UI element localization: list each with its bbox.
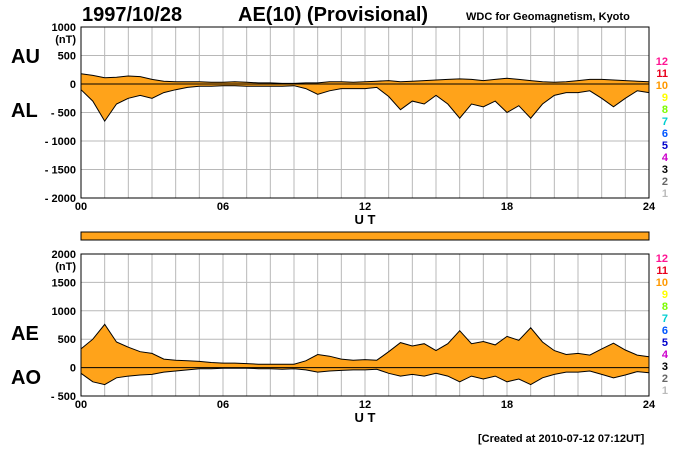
- date-title: 1997/10/28: [82, 4, 183, 26]
- panel1-ytick-label: 1000: [52, 22, 76, 34]
- panel1-station-label: 12: [656, 56, 668, 68]
- panel1-xtick-label: 18: [501, 201, 513, 213]
- panel2-xtick-label: 18: [501, 399, 513, 411]
- panel1-ytick-label: 0: [70, 79, 76, 91]
- panel1-ylabel: (nT): [55, 34, 76, 46]
- panel1-station-label: 4: [662, 152, 669, 164]
- panel1-station-label: 11: [656, 68, 668, 80]
- panel2-xtick-label: 12: [359, 399, 371, 411]
- chart-title: AE(10) (Provisional): [238, 4, 429, 26]
- panel1-station-label: 7: [662, 116, 668, 128]
- panel2-station-label: 7: [662, 313, 668, 325]
- panel1-ytick-label: 500: [58, 51, 76, 63]
- panel1-station-label: 8: [662, 104, 668, 116]
- panel1-xlabel: U T: [355, 212, 376, 227]
- panel2-ytick-label: 1500: [52, 277, 76, 289]
- panel2-station-label: 6: [662, 325, 668, 337]
- panel2-station-label: 9: [662, 289, 668, 301]
- panel2-area-fill: [81, 324, 649, 385]
- panel2-station-label: 11: [656, 265, 668, 277]
- panel2-xlabel: U T: [355, 410, 376, 425]
- panel1-series-label-lower: AL: [11, 100, 38, 122]
- panel1-station-label: 2: [662, 176, 668, 188]
- panel2-series-ao-line: [80, 367, 650, 386]
- panel1-ytick-label: - 2000: [45, 193, 76, 205]
- panel2-series-label-upper: AE: [11, 323, 39, 345]
- panel1-ytick-label: - 1000: [45, 136, 76, 148]
- panel1-xtick-label: 24: [643, 201, 656, 213]
- created-timestamp: [Created at 2010-07-12 07:12UT]: [478, 433, 645, 445]
- panel2-xtick-label: 00: [75, 399, 87, 411]
- panel2-station-label: 5: [662, 337, 668, 349]
- panel2-ytick-label: 2000: [52, 249, 76, 261]
- panel1-station-label: 10: [656, 80, 668, 92]
- panel2-station-label: 1: [662, 385, 668, 397]
- panel2-station-label: 8: [662, 301, 668, 313]
- panel2-station-label: 2: [662, 373, 668, 385]
- panel1-station-label: 3: [662, 164, 668, 176]
- panel1-station-label: 5: [662, 140, 668, 152]
- panel1-series-al-line: [80, 85, 650, 123]
- source-label: WDC for Geomagnetism, Kyoto: [466, 11, 630, 23]
- panel2-series-ae-line: [80, 323, 650, 365]
- panel2-xtick-label: 24: [643, 399, 656, 411]
- panel1-xtick-label: 06: [217, 201, 229, 213]
- panel2-ytick-label: 500: [58, 334, 76, 346]
- panel2-ytick-label: 0: [70, 363, 76, 375]
- panel2-ylabel: (nT): [55, 261, 76, 273]
- panel2-xtick-label: 06: [217, 399, 229, 411]
- panel2-station-label: 12: [656, 253, 668, 265]
- panel1-station-label: 1: [662, 188, 668, 200]
- panel1-ytick-label: - 1500: [45, 165, 76, 177]
- panel1-station-label: 9: [662, 92, 668, 104]
- panel2-station-label: 3: [662, 361, 668, 373]
- data-coverage-bar: [80, 231, 650, 241]
- panel2-frame: [80, 253, 650, 397]
- panel2-series-label-lower: AO: [11, 367, 41, 389]
- panel1-frame: [80, 26, 650, 199]
- panel2-ytick-label: 1000: [52, 306, 76, 318]
- panel2-ytick-label: - 500: [51, 391, 76, 403]
- panel1-xtick-label: 00: [75, 201, 87, 213]
- panel1-series-au-line: [80, 73, 650, 84]
- panel2-station-label: 10: [656, 277, 668, 289]
- panel1-ytick-label: - 500: [51, 108, 76, 120]
- panel1-series-label-upper: AU: [11, 46, 40, 68]
- panel1-xtick-label: 12: [359, 201, 371, 213]
- panel2-station-label: 4: [662, 349, 669, 361]
- panel1-station-label: 6: [662, 128, 668, 140]
